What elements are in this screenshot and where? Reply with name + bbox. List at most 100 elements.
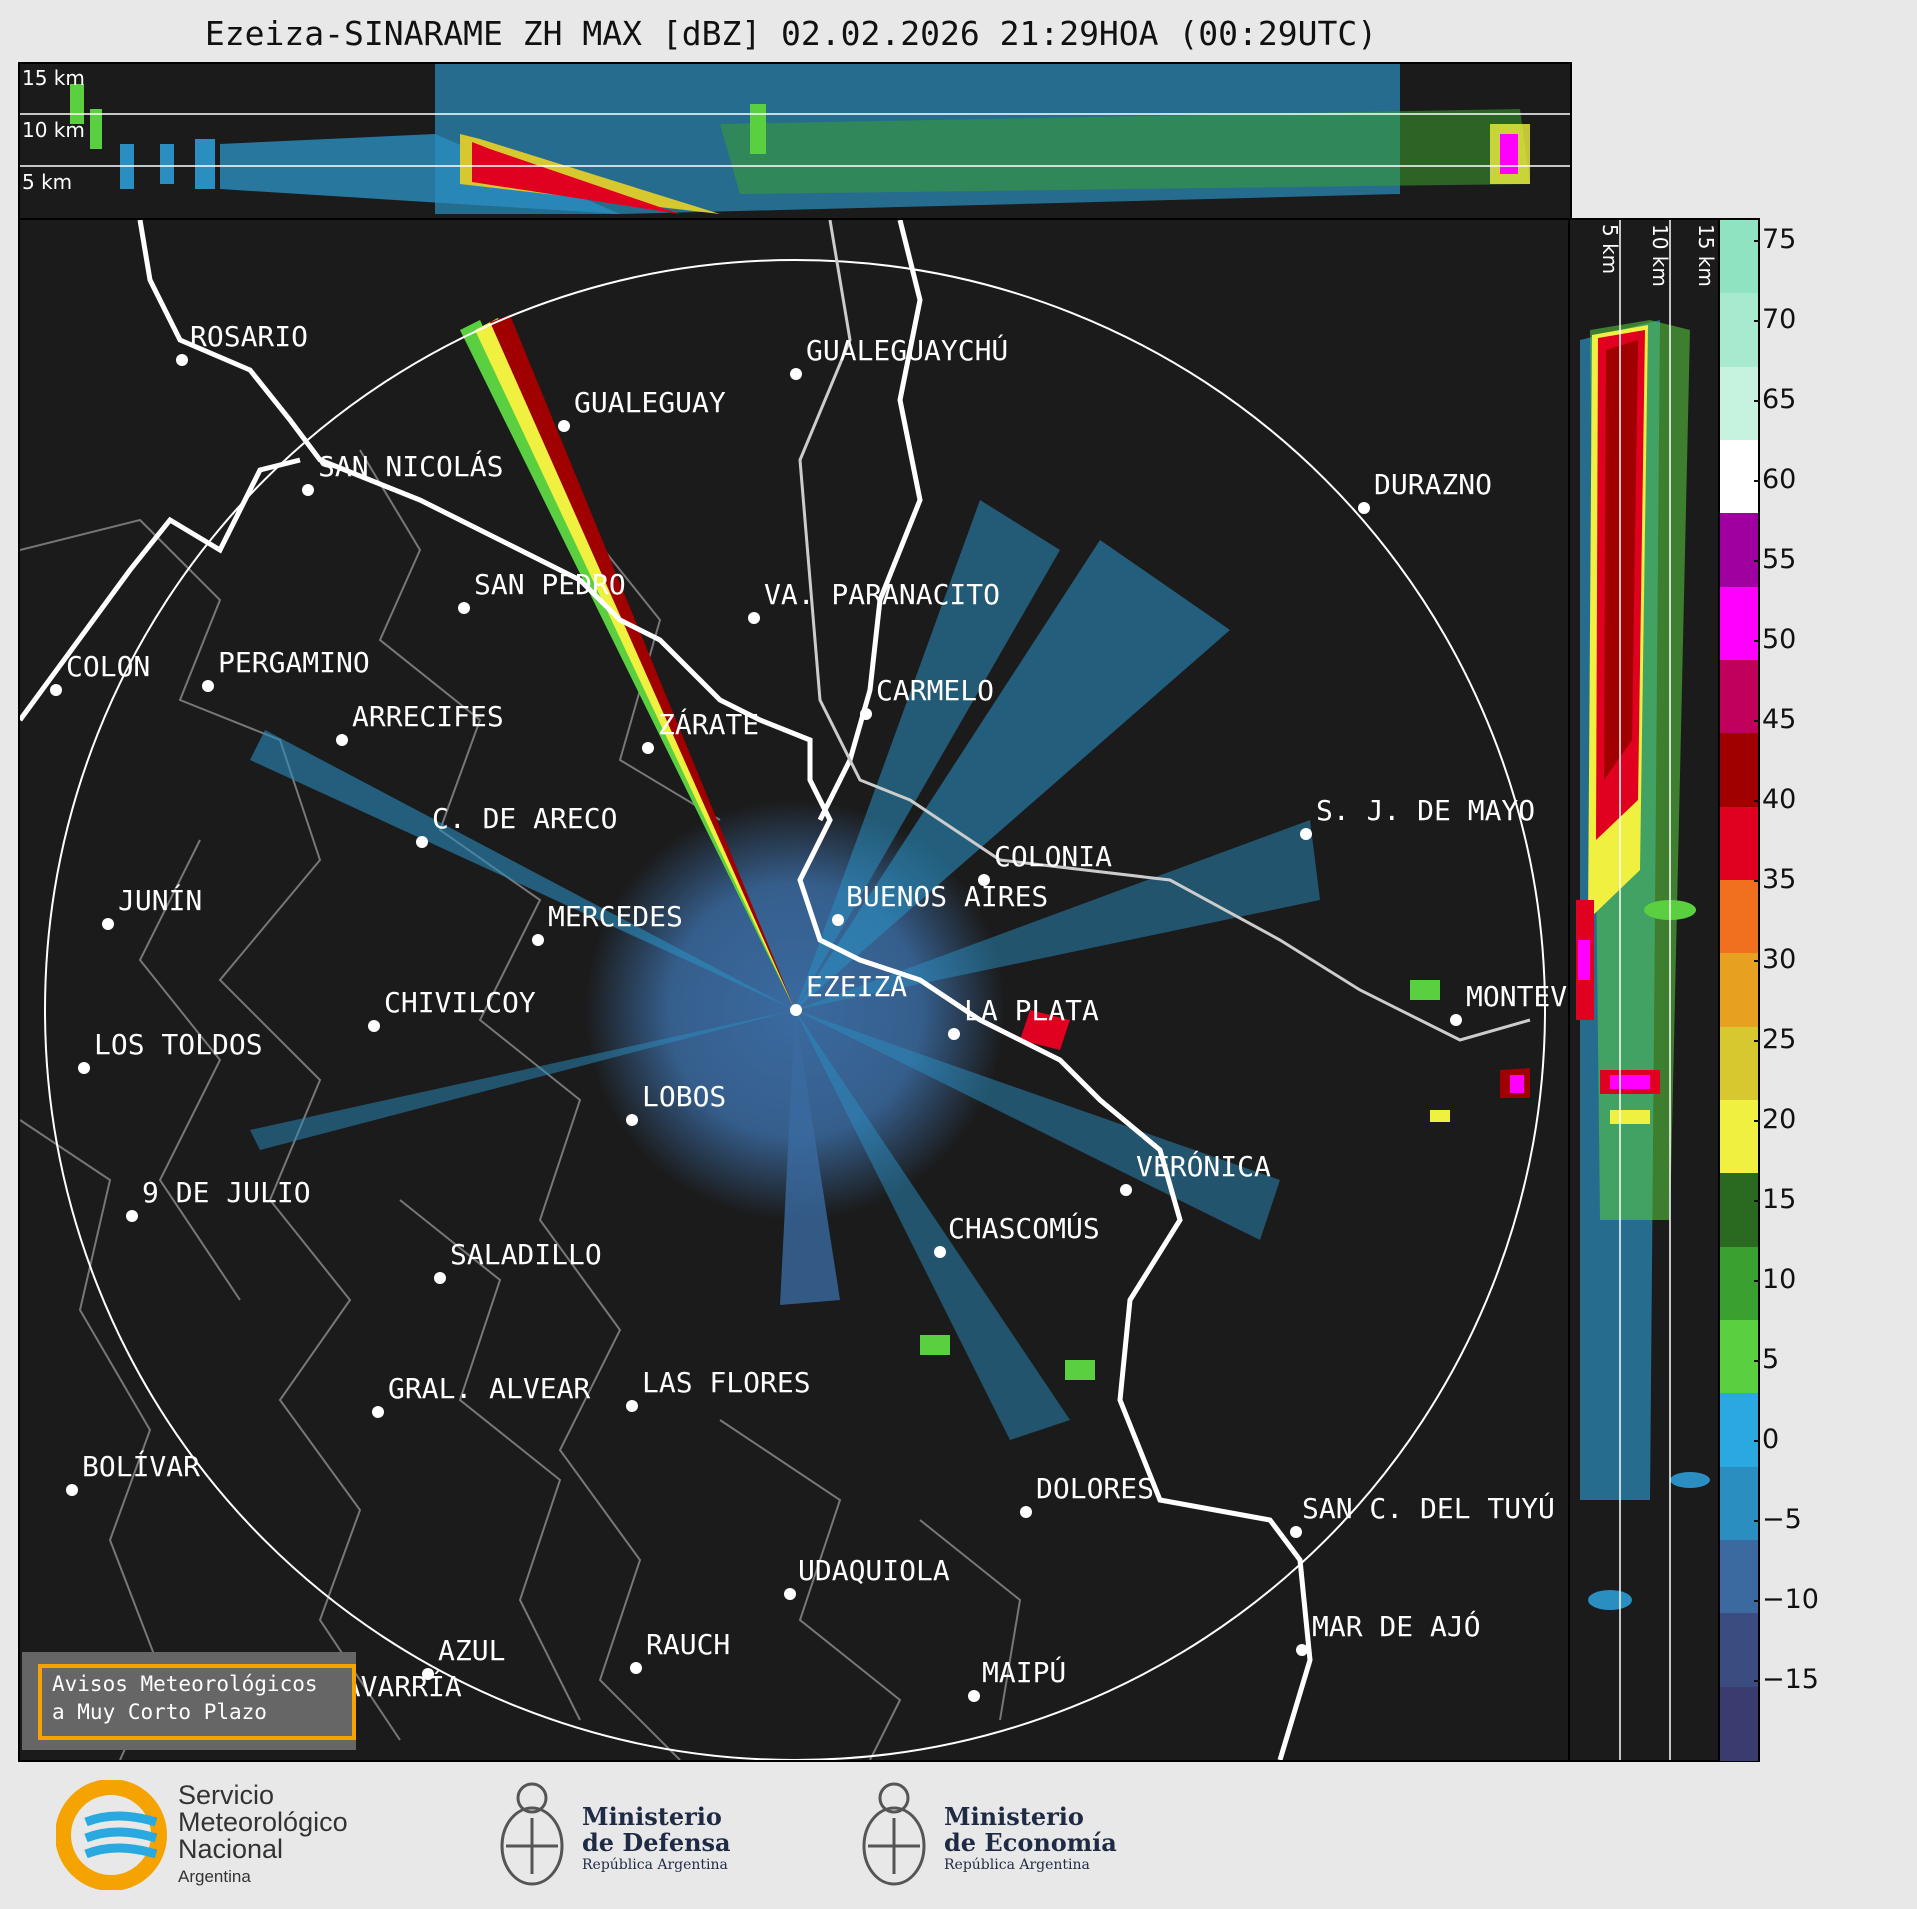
colorbar-segment	[1720, 1173, 1758, 1248]
city-label-san-nicolas: SAN NICOLÁS	[318, 450, 504, 483]
colorbar-segment	[1720, 1540, 1758, 1615]
colorbar-tick-label: 45	[1753, 704, 1797, 735]
colorbar-tick-label: 40	[1753, 784, 1797, 815]
colorbar	[1718, 218, 1760, 1762]
city-dot-pergamino	[202, 680, 214, 692]
colorbar-tick-label: 30	[1753, 944, 1797, 975]
city-label-los-toldos: LOS TOLDOS	[94, 1028, 263, 1061]
side-cross-section-panel: 5 km 10 km 15 km	[1568, 218, 1722, 1762]
city-label-las-flores: LAS FLORES	[642, 1366, 811, 1399]
side-label-15km: 15 km	[1694, 224, 1718, 287]
city-label-saladillo: SALADILLO	[450, 1238, 602, 1271]
city-label-san-c-del-tuyu: SAN C. DEL TUYÚ	[1302, 1492, 1555, 1525]
smn-line4: Argentina	[178, 1867, 251, 1886]
colorbar-segment	[1720, 660, 1758, 735]
colorbar-tick-label: 5	[1753, 1344, 1780, 1375]
colorbar-segment	[1720, 1100, 1758, 1175]
city-dot-udaquiola	[784, 1588, 796, 1600]
city-dot-colonia	[978, 874, 990, 886]
city-dot-zarate	[642, 742, 654, 754]
colorbar-tick-label: 25	[1753, 1024, 1797, 1055]
city-dot-gualeguaychu	[790, 368, 802, 380]
city-dot-mercedes	[532, 934, 544, 946]
city-dot-colon	[50, 684, 62, 696]
city-label-lobos: LOBOS	[642, 1080, 727, 1113]
economia-line1: Ministerio	[944, 1802, 1084, 1831]
colorbar-segment	[1720, 1613, 1758, 1688]
radar-map-panel: ROSARIO GUALEGUAYCHÚ GUALEGUAY SAN NICOL…	[18, 218, 1572, 1762]
colorbar-tick-label: 50	[1753, 624, 1797, 655]
city-label-gualeguaychu: GUALEGUAYCHÚ	[806, 334, 1009, 367]
city-label-gualeguay: GUALEGUAY	[574, 386, 726, 419]
colorbar-tick-label: 55	[1753, 544, 1797, 575]
city-label-zarate: ZÁRATE	[658, 708, 760, 741]
city-label-bolivar: BOLÍVAR	[82, 1450, 201, 1483]
colorbar-segment	[1720, 1686, 1758, 1761]
city-label-san-pedro: SAN PEDRO	[474, 568, 626, 601]
city-dot-san-pedro	[458, 602, 470, 614]
colorbar-tick-label: −15	[1754, 1664, 1819, 1695]
smn-line1: Servicio	[178, 1780, 275, 1810]
city-dot-san-nicolas	[302, 484, 314, 496]
colorbar-tick-label: 65	[1753, 384, 1797, 415]
colorbar-tick-label: 70	[1753, 304, 1797, 335]
city-label-maipu: MAIPÚ	[982, 1656, 1067, 1689]
city-label-azul: AZUL	[438, 1634, 506, 1667]
avisos-line1: Avisos Meteorológicos	[52, 1672, 318, 1696]
colorbar-tick-label: −5	[1754, 1504, 1802, 1535]
city-dot-9-de-julio	[126, 1210, 138, 1222]
defensa-line3: República Argentina	[582, 1857, 728, 1873]
defensa-line1: Ministerio	[582, 1802, 722, 1831]
coastline	[20, 220, 1313, 1760]
page-title: Ezeiza-SINARAME ZH MAX [dBZ] 02.02.2026 …	[204, 14, 1378, 53]
top-cross-section-panel: 15 km 10 km 5 km	[18, 62, 1572, 222]
city-dot-mar-de-ajo	[1296, 1644, 1308, 1656]
colorbar-segment	[1720, 733, 1758, 808]
economia-coat-of-arms-icon	[862, 1782, 926, 1886]
avisos-link[interactable]: Avisos Meteorológicos a Muy Corto Plazo	[38, 1664, 356, 1740]
colorbar-tick-label: −10	[1754, 1584, 1819, 1615]
city-dot-c-de-areco	[416, 836, 428, 848]
city-label-rauch: RAUCH	[646, 1628, 731, 1661]
city-label-la-plata: LA PLATA	[964, 994, 1099, 1027]
top-label-15km: 15 km	[22, 66, 85, 90]
city-dot-maipu	[968, 1690, 980, 1702]
city-label-arrecifes: ARRECIFES	[352, 700, 504, 733]
smn-logo-icon	[56, 1780, 167, 1890]
city-label-junin: JUNÍN	[118, 884, 203, 917]
radar-map-graphic	[20, 220, 1546, 1760]
city-label-veronica: VERÓNICA	[1136, 1150, 1271, 1183]
city-dot-rauch	[630, 1662, 642, 1674]
city-dot-junin	[102, 918, 114, 930]
colorbar-tick-label: 15	[1753, 1184, 1797, 1215]
city-dot-saladillo	[434, 1272, 446, 1284]
defensa-logo-text: Ministerio de Defensa República Argentin…	[582, 1804, 731, 1874]
top-label-10km: 10 km	[22, 118, 85, 142]
smn-line3: Nacional	[178, 1834, 284, 1864]
colorbar-segment	[1720, 880, 1758, 955]
city-dot-los-toldos	[78, 1062, 90, 1074]
city-dot-chascomus	[934, 1246, 946, 1258]
city-dot-bolivar	[66, 1484, 78, 1496]
city-label-mar-de-ajo: MAR DE AJÓ	[1312, 1610, 1481, 1643]
city-dot-sj-de-mayo	[1300, 828, 1312, 840]
defensa-line2: de Defensa	[582, 1828, 731, 1857]
city-dot-la-plata	[948, 1028, 960, 1040]
city-dot-dolores	[1020, 1506, 1032, 1518]
colorbar-tick-label: 0	[1753, 1424, 1780, 1455]
avisos-box: Avisos Meteorológicos a Muy Corto Plazo	[22, 1652, 356, 1750]
city-dot-gualeguay	[558, 420, 570, 432]
radar-echo	[250, 315, 1530, 1440]
city-dot-azul	[422, 1668, 434, 1680]
city-dot-ezeiza	[790, 1004, 802, 1016]
city-label-chivilcoy: CHIVILCOY	[384, 986, 536, 1019]
side-label-10km: 10 km	[1648, 224, 1672, 287]
top-cross-section-graphic	[20, 64, 1570, 214]
colorbar-tick-label: 75	[1753, 224, 1797, 255]
city-label-c-de-areco: C. DE ARECO	[432, 802, 618, 835]
smn-line2: Meteorológico	[178, 1807, 348, 1837]
colorbar-tick-label: 10	[1753, 1264, 1797, 1295]
city-dot-chivilcoy	[368, 1020, 380, 1032]
colorbar-segment	[1720, 293, 1758, 368]
colorbar-tick-label: 35	[1753, 864, 1797, 895]
